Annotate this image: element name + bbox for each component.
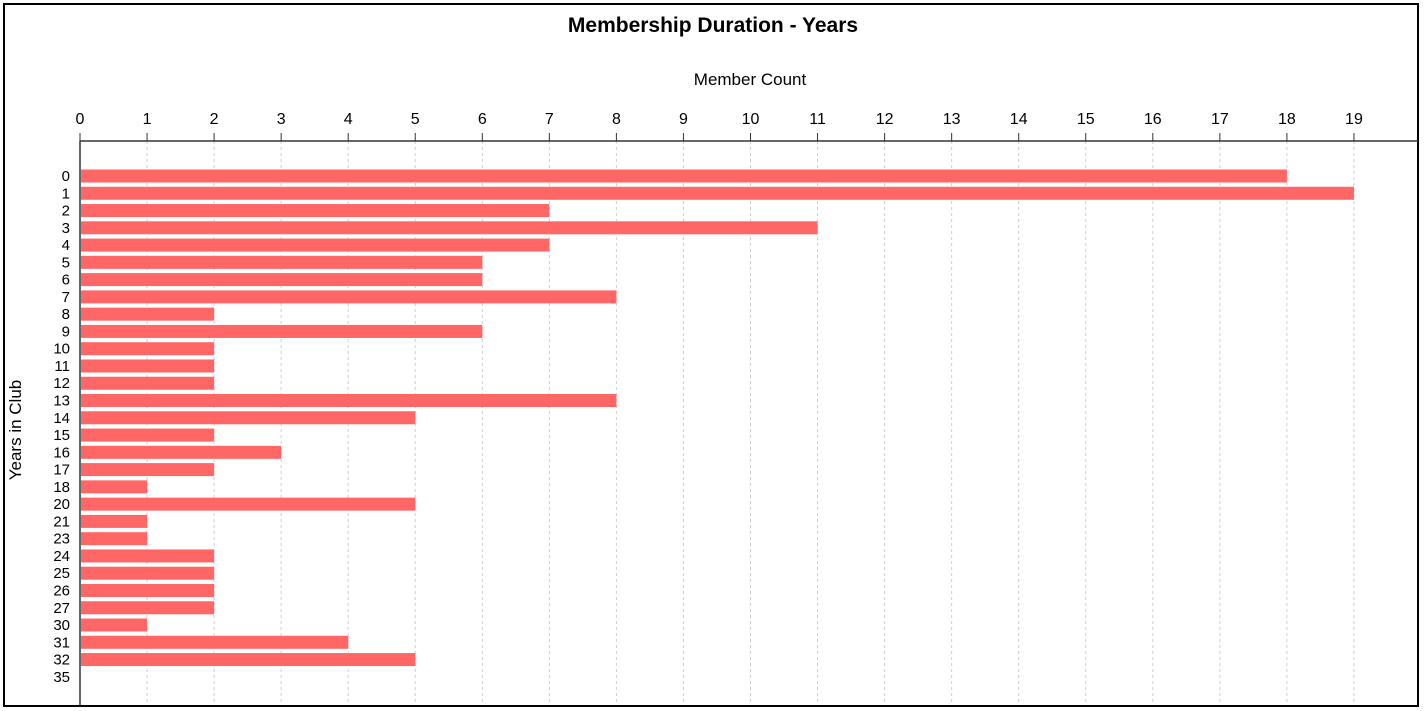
y-tick-label-3: 3	[62, 220, 70, 237]
bar-2	[81, 204, 550, 218]
bar-9	[81, 324, 483, 338]
bar-23	[81, 532, 148, 546]
y-tick-label-20: 20	[53, 496, 70, 513]
y-tick-label-31: 31	[53, 634, 70, 651]
y-tick-label-1: 1	[62, 185, 70, 202]
y-tick-label-10: 10	[53, 341, 70, 358]
x-tick-label-18: 18	[1278, 111, 1296, 128]
y-tick-label-27: 27	[53, 600, 70, 617]
x-tick-label-12: 12	[876, 111, 894, 128]
bar-31	[81, 635, 349, 649]
x-tick-label-11: 11	[809, 111, 826, 128]
bar-27	[81, 601, 215, 615]
x-axis-label: Member Count	[693, 70, 807, 89]
bar-26	[81, 583, 215, 597]
x-tick-label-8: 8	[612, 111, 621, 128]
bar-7	[81, 290, 617, 304]
x-tick-label-15: 15	[1077, 111, 1095, 128]
y-tick-label-9: 9	[62, 323, 70, 340]
x-tick-label-13: 13	[943, 111, 961, 128]
x-tick-label-6: 6	[478, 111, 487, 128]
x-tick-label-10: 10	[742, 111, 760, 128]
y-tick-label-8: 8	[62, 306, 70, 323]
bar-5	[81, 255, 483, 269]
x-tick-label-2: 2	[210, 111, 219, 128]
x-tick-label-14: 14	[1010, 111, 1028, 128]
bar-10	[81, 342, 215, 356]
bar-21	[81, 514, 148, 528]
bar-15	[81, 428, 215, 442]
y-tick-label-15: 15	[53, 427, 70, 444]
y-tick-label-12: 12	[53, 375, 70, 392]
bar-18	[81, 480, 148, 494]
y-tick-label-13: 13	[53, 393, 70, 410]
y-tick-label-30: 30	[53, 617, 70, 634]
bar-16	[81, 445, 282, 459]
chart-frame	[3, 3, 1419, 707]
bar-6	[81, 273, 483, 287]
x-tick-label-5: 5	[411, 111, 420, 128]
bar-17	[81, 463, 215, 477]
bar-3	[81, 221, 818, 235]
y-tick-label-0: 0	[62, 168, 70, 185]
bar-32	[81, 653, 416, 667]
bar-8	[81, 307, 215, 321]
y-tick-label-6: 6	[62, 272, 70, 289]
y-tick-label-16: 16	[53, 444, 70, 461]
chart-title: Membership Duration - Years	[567, 14, 859, 37]
y-tick-label-2: 2	[62, 203, 70, 220]
x-tick-label-7: 7	[545, 111, 554, 128]
bar-24	[81, 549, 215, 563]
y-tick-label-14: 14	[53, 410, 70, 427]
y-tick-label-17: 17	[53, 462, 70, 479]
y-tick-label-24: 24	[53, 548, 70, 565]
x-tick-label-9: 9	[679, 111, 688, 128]
y-tick-label-35: 35	[53, 669, 70, 686]
x-tick-label-4: 4	[344, 111, 353, 128]
x-tick-label-1: 1	[143, 111, 152, 128]
bar-14	[81, 411, 416, 425]
bar-25	[81, 566, 215, 580]
bar-30	[81, 618, 148, 632]
x-tick-label-3: 3	[277, 111, 286, 128]
x-tick-label-16: 16	[1144, 111, 1162, 128]
y-tick-label-25: 25	[53, 565, 70, 582]
y-tick-label-7: 7	[62, 289, 70, 306]
bar-13	[81, 394, 617, 408]
y-tick-label-4: 4	[62, 237, 70, 254]
bar-1	[81, 186, 1354, 200]
bar-11	[81, 359, 215, 373]
y-tick-label-5: 5	[62, 254, 70, 271]
x-tick-label-0: 0	[76, 111, 85, 128]
bar-4	[81, 238, 550, 252]
y-tick-label-18: 18	[53, 479, 70, 496]
bar-20	[81, 497, 416, 511]
y-tick-label-32: 32	[53, 652, 70, 669]
y-tick-label-11: 11	[54, 358, 70, 375]
bar-0	[81, 169, 1287, 183]
y-tick-label-21: 21	[53, 513, 70, 530]
x-tick-label-19: 19	[1345, 111, 1363, 128]
bar-12	[81, 376, 215, 390]
y-tick-label-26: 26	[53, 582, 70, 599]
x-tick-label-17: 17	[1211, 111, 1229, 128]
y-tick-label-23: 23	[53, 531, 70, 548]
